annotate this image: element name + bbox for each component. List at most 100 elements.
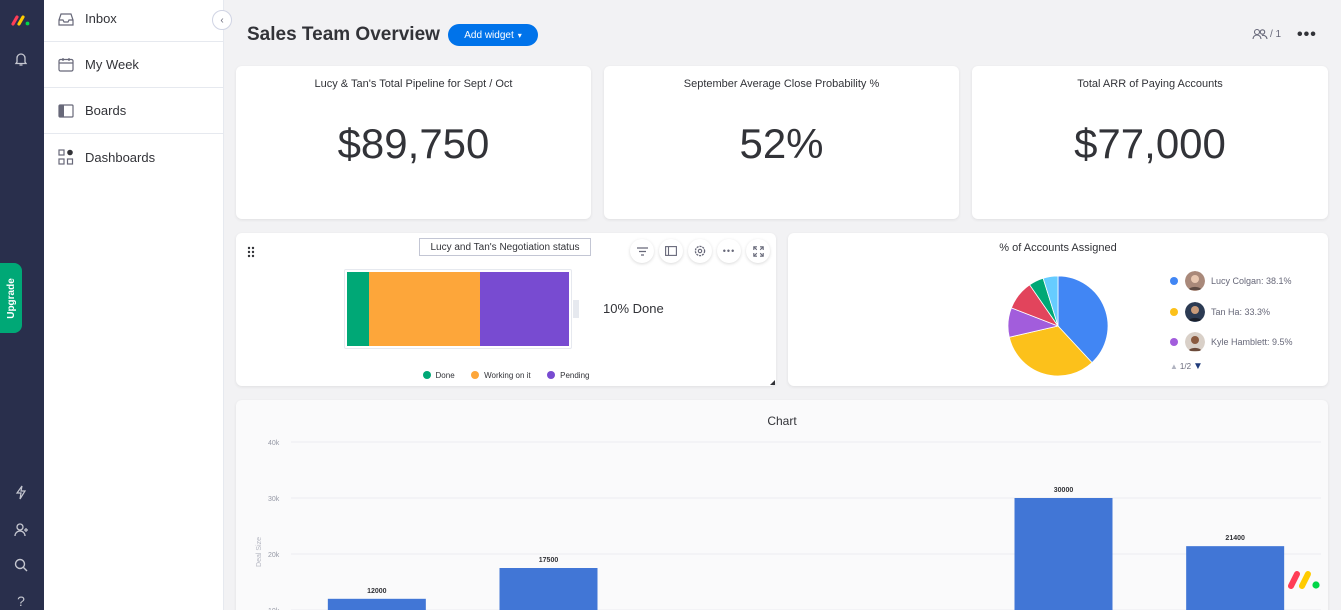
chevron-down-icon: ▾ bbox=[517, 30, 522, 40]
members-count: / 1 bbox=[1270, 28, 1282, 40]
negotiation-status-card[interactable]: Lucy and Tan's Negotiation status ••• 10… bbox=[236, 233, 776, 386]
accounts-assigned-card[interactable]: % of Accounts Assigned bbox=[788, 233, 1328, 386]
pie-chart bbox=[1007, 275, 1109, 377]
pager-label: 1/2 bbox=[1179, 362, 1192, 371]
kpi-title: Lucy & Tan's Total Pipeline for Sept / O… bbox=[314, 78, 513, 90]
pie-legend-item-tan[interactable]: Tan Ha: 33.3% bbox=[1170, 302, 1270, 322]
y-tick-label: 10k bbox=[268, 608, 280, 610]
avatar bbox=[1185, 271, 1205, 291]
kpi-title: Total ARR of Paying Accounts bbox=[1077, 78, 1223, 90]
add-widget-button[interactable]: Add widget ▾ bbox=[448, 24, 538, 46]
legend-label: Tan Ha: 33.3% bbox=[1211, 307, 1271, 317]
bar-chart-card[interactable]: Chart 40k 30k 20k 10k Deal Size 12000 17500 300… bbox=[236, 400, 1328, 610]
kpi-card-total-arr[interactable]: Total ARR of Paying Accounts $77,000 bbox=[972, 66, 1328, 219]
battery-segment-pending bbox=[480, 272, 569, 346]
battery-segment-done bbox=[347, 272, 370, 346]
kpi-title: September Average Close Probability % bbox=[683, 78, 880, 90]
layout-button[interactable] bbox=[659, 239, 683, 263]
pie-slice-0[interactable] bbox=[1057, 275, 1109, 364]
legend-dot bbox=[547, 371, 556, 379]
pie-legend-item-kyle[interactable]: Kyle Hamblett: 9.5% bbox=[1170, 332, 1293, 352]
members-button[interactable]: / 1 bbox=[1252, 28, 1281, 40]
legend-dot bbox=[1170, 338, 1178, 346]
layout-icon bbox=[665, 246, 677, 256]
kpi-card-pipeline[interactable]: Lucy & Tan's Total Pipeline for Sept / O… bbox=[236, 66, 591, 219]
invite-user-icon[interactable] bbox=[10, 518, 32, 540]
status-summary: 10% Done bbox=[603, 301, 664, 316]
nav-label: Boards bbox=[85, 103, 127, 118]
y-tick-label: 20k bbox=[268, 552, 280, 559]
legend-label: Done bbox=[435, 370, 455, 380]
nav-label: Inbox bbox=[85, 11, 117, 26]
widget-title: % of Accounts Assigned bbox=[999, 242, 1117, 254]
legend-dot bbox=[1170, 277, 1178, 285]
dashboard-icon bbox=[56, 147, 76, 167]
bar-value-label: 30000 bbox=[1054, 487, 1074, 494]
resize-handle-icon[interactable] bbox=[770, 380, 775, 385]
chevron-left-icon: ‹ bbox=[220, 14, 224, 26]
search-icon[interactable] bbox=[10, 554, 32, 576]
more-options-icon: ••• bbox=[722, 246, 736, 256]
nav-panel: Inbox My Week Boards Dashboards bbox=[44, 0, 224, 610]
legend-dot bbox=[471, 371, 480, 379]
upgrade-button[interactable]: Upgrade bbox=[0, 263, 22, 333]
bar-chart: 40k 30k 20k 10k Deal Size 12000 17500 30000 2140… bbox=[256, 440, 1321, 610]
legend-item-pending[interactable]: Pending bbox=[547, 371, 589, 380]
calendar-icon bbox=[56, 55, 76, 75]
expand-icon bbox=[752, 245, 764, 257]
nav-item-boards[interactable]: Boards bbox=[44, 88, 223, 134]
settings-button[interactable] bbox=[688, 239, 712, 263]
chart-title: Chart bbox=[767, 414, 797, 428]
lightning-icon[interactable] bbox=[10, 481, 32, 503]
legend-label: Lucy Colgan: 38.1% bbox=[1211, 276, 1292, 286]
bar-value-label: 17500 bbox=[539, 557, 559, 564]
fullscreen-button[interactable] bbox=[746, 239, 770, 263]
y-tick-label: 40k bbox=[268, 440, 280, 447]
help-icon[interactable]: ? bbox=[17, 593, 25, 609]
battery-tip bbox=[573, 300, 579, 318]
kpi-card-close-probability[interactable]: September Average Close Probability % 52… bbox=[604, 66, 959, 219]
legend-label: Kyle Hamblett: 9.5% bbox=[1211, 337, 1293, 347]
filter-button[interactable] bbox=[630, 239, 654, 263]
pie-slice-1[interactable] bbox=[1008, 325, 1093, 377]
more-button[interactable]: ••• bbox=[717, 239, 741, 263]
page-title: Sales Team Overview bbox=[247, 24, 440, 45]
collapse-nav-button[interactable]: ‹ bbox=[212, 10, 232, 30]
legend-pager[interactable]: ▲ 1/2 ▼ bbox=[1170, 361, 1203, 372]
bar-1[interactable] bbox=[499, 568, 598, 610]
nav-item-inbox[interactable]: Inbox bbox=[44, 0, 223, 42]
y-axis-label: Deal Size bbox=[256, 537, 263, 567]
battery-bar bbox=[344, 269, 572, 349]
nav-item-dashboards[interactable]: Dashboards bbox=[44, 134, 223, 180]
legend-item-done[interactable]: Done bbox=[422, 370, 455, 380]
nav-label: Dashboards bbox=[85, 149, 156, 165]
bar-4[interactable] bbox=[1014, 498, 1113, 610]
widget-title-input[interactable]: Lucy and Tan's Negotiation status bbox=[419, 238, 591, 256]
bell-icon[interactable] bbox=[10, 48, 32, 70]
bar-5[interactable] bbox=[1186, 546, 1285, 610]
nav-item-my-week[interactable]: My Week bbox=[44, 42, 223, 88]
kpi-value: $89,750 bbox=[337, 120, 490, 167]
kpi-value: 52% bbox=[739, 120, 824, 167]
bar-0[interactable] bbox=[327, 598, 426, 610]
status-legend: Done Working on it Pending bbox=[236, 366, 776, 384]
monday-logo-icon[interactable] bbox=[10, 9, 32, 31]
legend-label: Working on it bbox=[484, 370, 531, 380]
chevron-down-icon[interactable]: ▼ bbox=[1193, 361, 1203, 372]
drag-handle-icon[interactable] bbox=[247, 245, 255, 263]
legend-item-working[interactable]: Working on it bbox=[471, 371, 531, 380]
gear-icon bbox=[694, 245, 706, 257]
people-icon bbox=[1252, 28, 1268, 40]
y-tick-label: 30k bbox=[268, 496, 280, 503]
pie-slice-5[interactable] bbox=[1042, 275, 1059, 327]
more-options-icon[interactable]: ••• bbox=[1297, 26, 1317, 43]
nav-label: My Week bbox=[85, 57, 139, 72]
legend-dot bbox=[1170, 308, 1178, 316]
inbox-icon bbox=[56, 9, 76, 29]
bar-value-label: 12000 bbox=[367, 588, 387, 595]
pie-legend-item-lucy[interactable]: Lucy Colgan: 38.1% bbox=[1170, 271, 1292, 291]
legend-label: Pending bbox=[560, 370, 590, 380]
battery-segment-working-on-it bbox=[369, 272, 481, 346]
battery-fill bbox=[347, 272, 569, 346]
chevron-up-icon[interactable]: ▲ bbox=[1170, 362, 1178, 371]
